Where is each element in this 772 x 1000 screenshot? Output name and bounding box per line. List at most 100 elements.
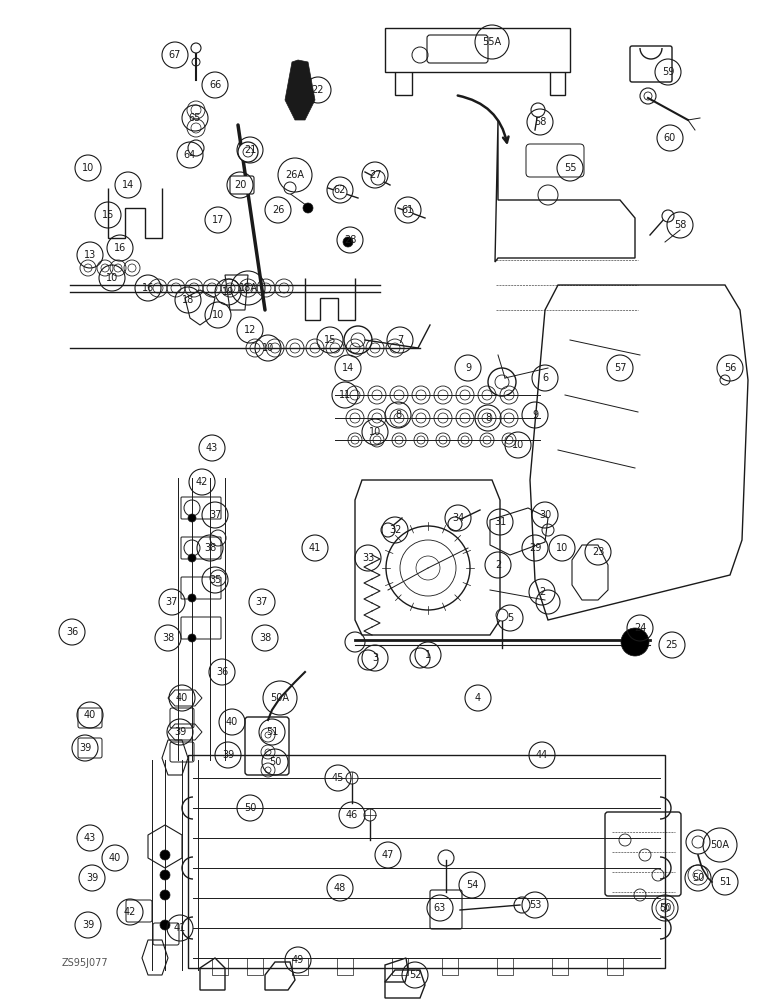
Text: 9: 9	[465, 363, 471, 373]
Text: 65: 65	[189, 113, 201, 123]
Text: 19: 19	[222, 287, 234, 297]
Text: 66: 66	[209, 80, 221, 90]
Text: 13: 13	[84, 250, 96, 260]
Text: 28: 28	[344, 235, 356, 245]
Text: 37: 37	[256, 597, 268, 607]
Text: 54: 54	[466, 880, 478, 890]
Circle shape	[371, 171, 385, 185]
Text: 6: 6	[542, 373, 548, 383]
Circle shape	[188, 514, 196, 522]
Text: 29: 29	[529, 543, 541, 553]
Text: 46: 46	[346, 810, 358, 820]
Text: 2: 2	[539, 587, 545, 597]
Text: 39: 39	[86, 873, 98, 883]
Text: 49: 49	[292, 955, 304, 965]
Circle shape	[284, 182, 296, 194]
Circle shape	[531, 103, 545, 117]
Text: 45: 45	[332, 773, 344, 783]
Text: 51: 51	[266, 727, 278, 737]
Text: 59: 59	[662, 67, 674, 77]
Text: 40: 40	[84, 710, 96, 720]
Text: 41: 41	[174, 923, 186, 933]
Text: 3: 3	[372, 653, 378, 663]
Text: 1: 1	[425, 650, 431, 660]
Text: 43: 43	[206, 443, 218, 453]
Text: 57: 57	[614, 363, 626, 373]
Circle shape	[188, 140, 204, 156]
Text: 38: 38	[162, 633, 174, 643]
Text: 10: 10	[82, 163, 94, 173]
Circle shape	[160, 870, 170, 880]
Text: 26A: 26A	[286, 170, 304, 180]
Circle shape	[160, 920, 170, 930]
Text: 51: 51	[719, 877, 731, 887]
Text: 40: 40	[176, 693, 188, 703]
Text: 39: 39	[82, 920, 94, 930]
Text: 38: 38	[204, 543, 216, 553]
Text: 4: 4	[475, 693, 481, 703]
Circle shape	[160, 890, 170, 900]
Circle shape	[381, 523, 395, 537]
Text: 60: 60	[664, 133, 676, 143]
Text: 50A: 50A	[270, 693, 290, 703]
FancyBboxPatch shape	[230, 176, 254, 194]
Circle shape	[238, 142, 258, 162]
Text: 40: 40	[226, 717, 238, 727]
Text: 44: 44	[536, 750, 548, 760]
Circle shape	[333, 185, 347, 199]
Text: 33: 33	[362, 553, 374, 563]
Text: 10: 10	[262, 343, 274, 353]
Circle shape	[662, 210, 674, 222]
Text: 10: 10	[369, 427, 381, 437]
Text: 63: 63	[434, 903, 446, 913]
Text: 15: 15	[323, 335, 336, 345]
Text: 52: 52	[408, 970, 422, 980]
Text: 67: 67	[169, 50, 181, 60]
Text: 10: 10	[106, 273, 118, 283]
Circle shape	[188, 634, 196, 642]
Text: 38: 38	[259, 633, 271, 643]
Text: 55: 55	[564, 163, 576, 173]
Text: 15: 15	[102, 210, 114, 220]
Text: 31: 31	[494, 517, 506, 527]
Text: 50: 50	[659, 903, 671, 913]
Text: 36: 36	[66, 627, 78, 637]
Text: 7: 7	[397, 335, 403, 345]
Text: 40: 40	[109, 853, 121, 863]
Text: 26: 26	[272, 205, 284, 215]
Text: 10: 10	[212, 310, 224, 320]
Circle shape	[343, 237, 353, 247]
Text: 5: 5	[507, 613, 513, 623]
Text: 37: 37	[208, 510, 222, 520]
Text: 8: 8	[395, 410, 401, 420]
Text: 58: 58	[674, 220, 686, 230]
Text: 34: 34	[452, 513, 464, 523]
Circle shape	[160, 850, 170, 860]
Text: 18A: 18A	[239, 283, 257, 293]
Polygon shape	[285, 60, 315, 120]
Text: 14: 14	[122, 180, 134, 190]
Text: 55A: 55A	[482, 37, 502, 47]
Text: ZS95J077: ZS95J077	[62, 958, 109, 968]
Text: 8: 8	[485, 413, 491, 423]
Circle shape	[346, 772, 358, 784]
Text: 32: 32	[389, 525, 401, 535]
Text: 23: 23	[592, 547, 604, 557]
Circle shape	[448, 517, 462, 531]
Text: 42: 42	[196, 477, 208, 487]
Text: 17: 17	[212, 215, 224, 225]
Text: 10: 10	[512, 440, 524, 450]
Text: 41: 41	[309, 543, 321, 553]
Circle shape	[621, 628, 649, 656]
Text: 47: 47	[382, 850, 394, 860]
Text: 42: 42	[124, 907, 136, 917]
Text: 24: 24	[634, 623, 646, 633]
Text: 48: 48	[334, 883, 346, 893]
Text: 18: 18	[182, 295, 194, 305]
Text: 16: 16	[114, 243, 126, 253]
Text: 21: 21	[244, 145, 256, 155]
Text: 43: 43	[84, 833, 96, 843]
Text: 39: 39	[174, 727, 186, 737]
Text: 50A: 50A	[710, 840, 730, 850]
Text: 50: 50	[269, 757, 281, 767]
